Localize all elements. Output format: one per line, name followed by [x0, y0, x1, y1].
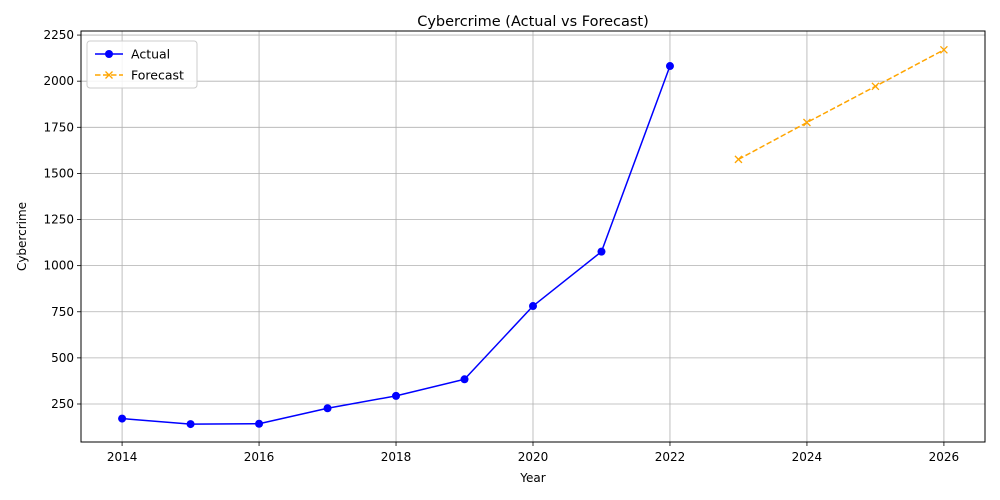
data-point-forecast — [939, 45, 948, 54]
y-axis-title: Cybercrime — [15, 202, 29, 271]
data-point-actual — [323, 404, 332, 413]
data-point-actual — [529, 302, 537, 311]
legend-marker-forecast — [105, 71, 113, 79]
series-line-forecast — [738, 49, 945, 161]
y-tick-label: 1250 — [43, 213, 74, 227]
series-forecast — [734, 45, 948, 164]
data-point-actual — [186, 420, 195, 429]
data-point-actual — [255, 419, 264, 428]
x-tick-label: 2014 — [107, 450, 138, 464]
x-tick-label: 2020 — [518, 450, 549, 464]
y-tick-label: 500 — [51, 351, 74, 365]
data-point-actual — [597, 247, 606, 256]
y-tick-label: 2000 — [43, 74, 74, 88]
x-tick-label: 2018 — [381, 450, 412, 464]
legend-item-actual: Actual — [95, 47, 170, 62]
x-tick-label: 2022 — [655, 450, 686, 464]
data-point-forecast — [734, 155, 743, 164]
data-point-forecast — [871, 82, 880, 91]
data-point-actual — [460, 375, 469, 384]
data-point-actual — [118, 414, 127, 423]
series-layer — [118, 45, 948, 429]
y-tick-label: 1000 — [43, 259, 74, 273]
x-tick-label: 2026 — [929, 450, 960, 464]
legend-box — [86, 40, 198, 89]
axis-ticks: 2014 2016 2018 2020 2022 2024 2026 250 500 750 100… — [43, 28, 959, 464]
data-point-actual — [665, 62, 674, 71]
legend-label-forecast: Forecast — [131, 68, 184, 83]
data-point-actual — [392, 391, 401, 400]
x-axis-title: Year — [519, 471, 545, 485]
x-tick-label: 2016 — [244, 450, 275, 464]
y-tick-label: 2250 — [43, 28, 74, 42]
y-tick-label: 250 — [51, 397, 74, 411]
x-tick-label: 2024 — [792, 450, 823, 464]
legend: Actual Forecast — [86, 40, 198, 89]
legend-item-forecast: Forecast — [95, 68, 184, 83]
chart-title: Cybercrime (Actual vs Forecast) — [417, 14, 649, 30]
grid — [81, 31, 985, 442]
series-actual — [118, 62, 674, 429]
y-tick-label: 750 — [51, 305, 74, 319]
y-tick-label: 1500 — [43, 166, 74, 180]
legend-label-actual: Actual — [131, 47, 170, 62]
y-tick-label: 1750 — [43, 120, 74, 134]
legend-marker-actual — [105, 50, 113, 58]
data-point-forecast — [802, 118, 811, 127]
